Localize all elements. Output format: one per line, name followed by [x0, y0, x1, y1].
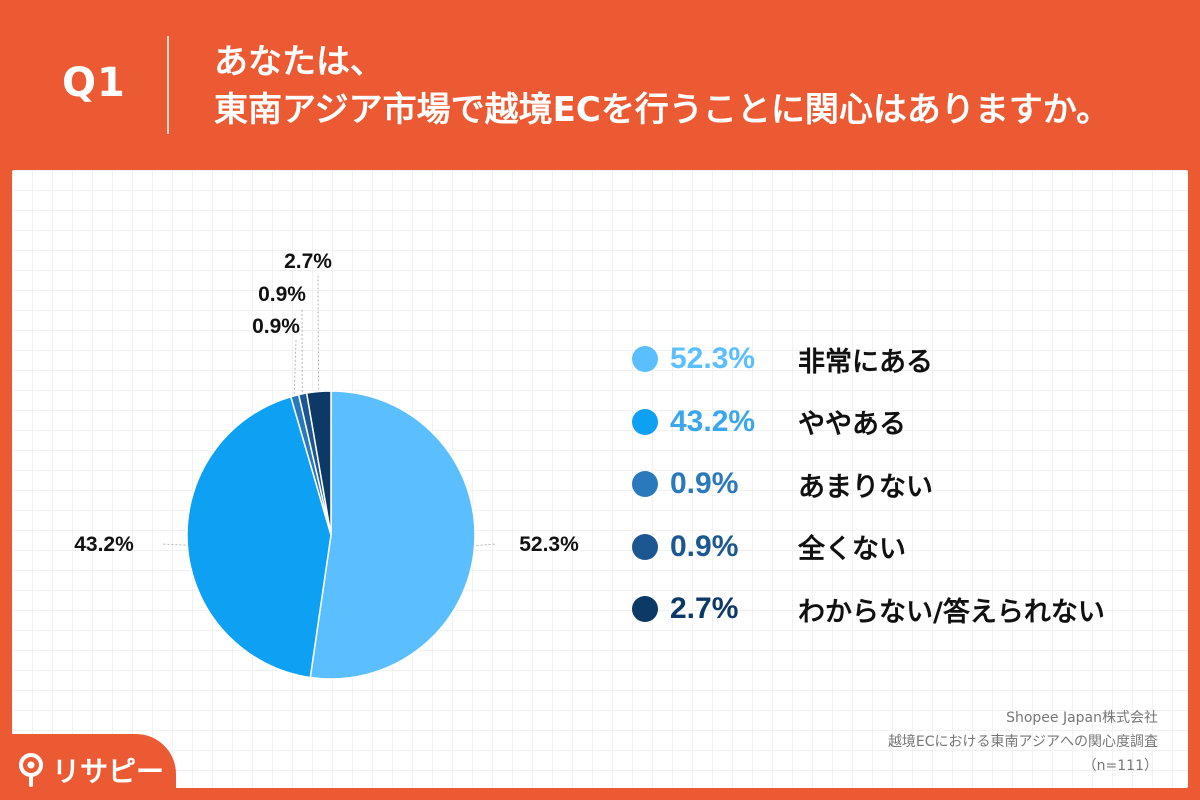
- pie-chart: 52.3% 43.2% 0.9% 0.9% 2.7%: [74, 250, 579, 680]
- leader-line: [317, 275, 320, 390]
- legend-item: 2.7% わからない/答えられない: [632, 578, 1105, 641]
- pie-slice: [305, 390, 332, 536]
- legend-item: 0.9% あまりない: [632, 453, 1105, 516]
- source-company: Shopee Japan株式会社: [1006, 710, 1158, 726]
- source-note: Shopee Japan株式会社 越境ECにおける東南アジアへの関心度調査 （n…: [888, 706, 1158, 778]
- legend-item: 52.3% 非常にある: [632, 328, 1105, 391]
- question-title: あなたは、 東南アジア市場で越境ECを行うことに関心はありますか。: [214, 38, 1110, 134]
- footer-strip: [0, 788, 1200, 800]
- data-label: 2.7%: [284, 250, 332, 273]
- brand-logo: リサピー: [16, 750, 164, 790]
- legend-item: 43.2% ややある: [632, 391, 1105, 454]
- header: Q1 あなたは、 東南アジア市場で越境ECを行うことに関心はありますか。: [0, 0, 1200, 168]
- legend-dot: [632, 596, 658, 623]
- legend-label: あまりない: [798, 471, 933, 503]
- legend-percent: 2.7%: [670, 592, 739, 626]
- data-label: 52.3%: [519, 533, 579, 556]
- legend: 52.3% 非常にある 43.2% ややある 0.9% あまりない 0.9% 全…: [632, 328, 1105, 641]
- legend-dot: [632, 533, 658, 560]
- source-sample: （n=111）: [1082, 758, 1158, 774]
- legend-percent: 0.9%: [670, 467, 739, 501]
- legend-label: ややある: [798, 409, 906, 441]
- brand-name: リサピー: [52, 755, 165, 788]
- legend-dot: [632, 471, 658, 498]
- data-label: 43.2%: [74, 533, 134, 556]
- legend-dot: [632, 408, 658, 435]
- data-label: 0.9%: [252, 315, 300, 338]
- header-divider: [167, 36, 169, 134]
- leader-line: [476, 543, 497, 547]
- legend-label: わからない/答えられない: [798, 596, 1105, 628]
- leader-line: [293, 339, 297, 394]
- source-survey: 越境ECにおける東南アジアへの関心度調査: [887, 734, 1158, 750]
- question-line-2: 東南アジア市場で越境ECを行うことに関心はありますか。: [214, 90, 1111, 130]
- data-label: 0.9%: [258, 283, 306, 306]
- question-line-1: あなたは、: [214, 42, 384, 82]
- pin-icon: [19, 753, 43, 787]
- chart-panel: 52.3% 43.2% 0.9% 0.9% 2.7% 52.3% 非常にある 43.2%…: [12, 170, 1188, 788]
- legend-percent: 0.9%: [670, 529, 739, 563]
- legend-dot: [632, 346, 658, 373]
- legend-percent: 52.3%: [670, 342, 756, 376]
- pie-slice: [309, 390, 476, 680]
- pie-slice: [186, 395, 332, 679]
- question-number: Q1: [62, 60, 126, 106]
- legend-label: 全くない: [798, 534, 906, 566]
- legend-label: 非常にある: [798, 346, 933, 378]
- leader-line: [161, 543, 186, 546]
- legend-percent: 43.2%: [670, 404, 756, 438]
- legend-item: 0.9% 全くない: [632, 516, 1105, 579]
